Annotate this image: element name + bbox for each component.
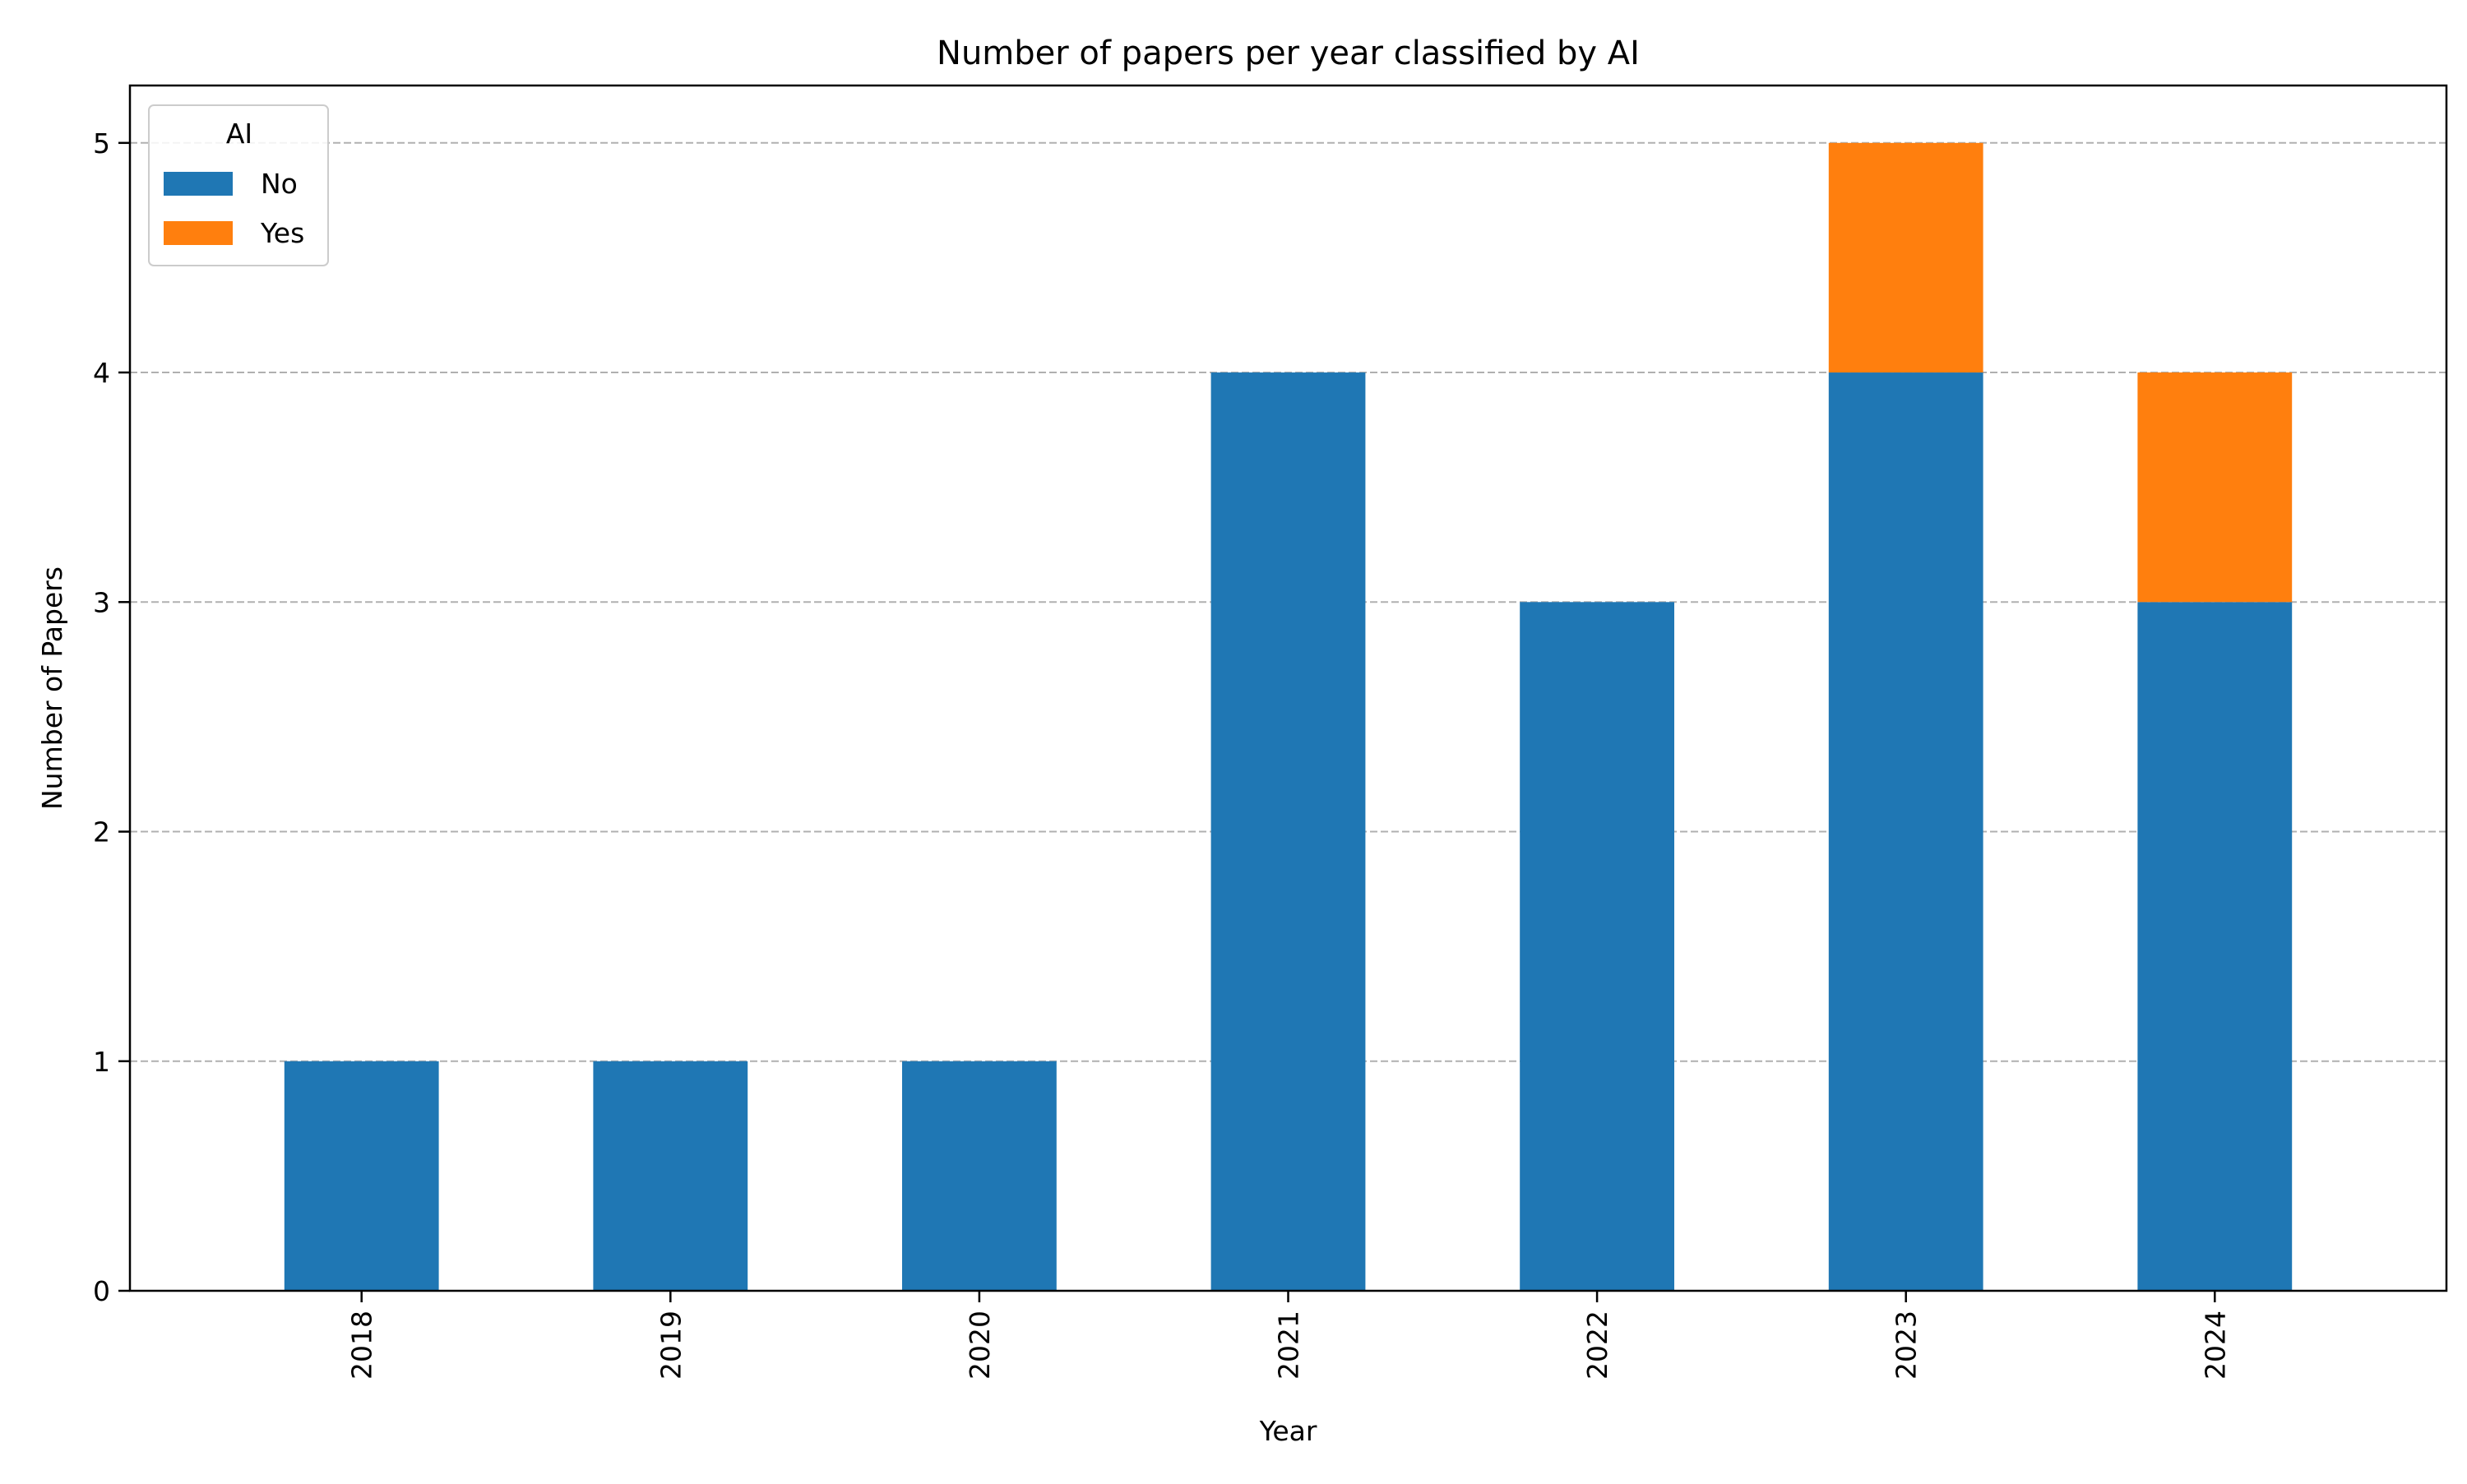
bar-no-2020	[902, 1061, 1057, 1291]
bar-no-2021	[1210, 372, 1366, 1291]
bar-no-2018	[284, 1061, 439, 1291]
y-tick-label: 5	[93, 127, 110, 159]
y-axis-label: Number of Papers	[36, 566, 68, 810]
bar-yes-2024	[2137, 372, 2293, 603]
x-tick-label: 2018	[346, 1311, 378, 1380]
x-axis-ticks: 2018 2019 2020 2021 2022 2023 2024	[346, 1291, 2231, 1380]
legend: AI No Yes	[148, 104, 329, 266]
legend-title: AI	[226, 118, 252, 150]
bar-no-2024	[2137, 602, 2293, 1291]
legend-swatch-no	[164, 172, 233, 196]
y-tick-label: 1	[93, 1046, 110, 1078]
bar-no-2022	[1520, 602, 1674, 1291]
x-tick-label: 2021	[1273, 1311, 1305, 1380]
x-tick-label: 2023	[1891, 1311, 1923, 1380]
legend-swatch-yes	[164, 221, 233, 245]
legend-label-no: No	[261, 168, 298, 200]
y-tick-label: 2	[93, 816, 110, 848]
y-tick-label: 4	[93, 357, 110, 389]
x-tick-label: 2020	[964, 1311, 996, 1380]
x-tick-label: 2022	[1581, 1311, 1613, 1380]
y-tick-label: 3	[93, 586, 110, 618]
y-axis-ticks: 0 1 2 3 4 5	[93, 127, 130, 1307]
x-tick-label: 2019	[655, 1311, 687, 1380]
chart-title: Number of papers per year classified by …	[937, 35, 1640, 72]
x-tick-label: 2024	[2199, 1311, 2231, 1380]
legend-items: No Yes	[164, 168, 304, 249]
y-tick-label: 0	[93, 1275, 110, 1307]
bar-no-2023	[1828, 372, 1983, 1291]
legend-label-yes: Yes	[260, 217, 304, 249]
bar-yes-2023	[1828, 142, 1983, 373]
bars	[284, 142, 2293, 1291]
x-axis-label: Year	[1259, 1415, 1317, 1447]
bar-no-2019	[593, 1061, 748, 1291]
